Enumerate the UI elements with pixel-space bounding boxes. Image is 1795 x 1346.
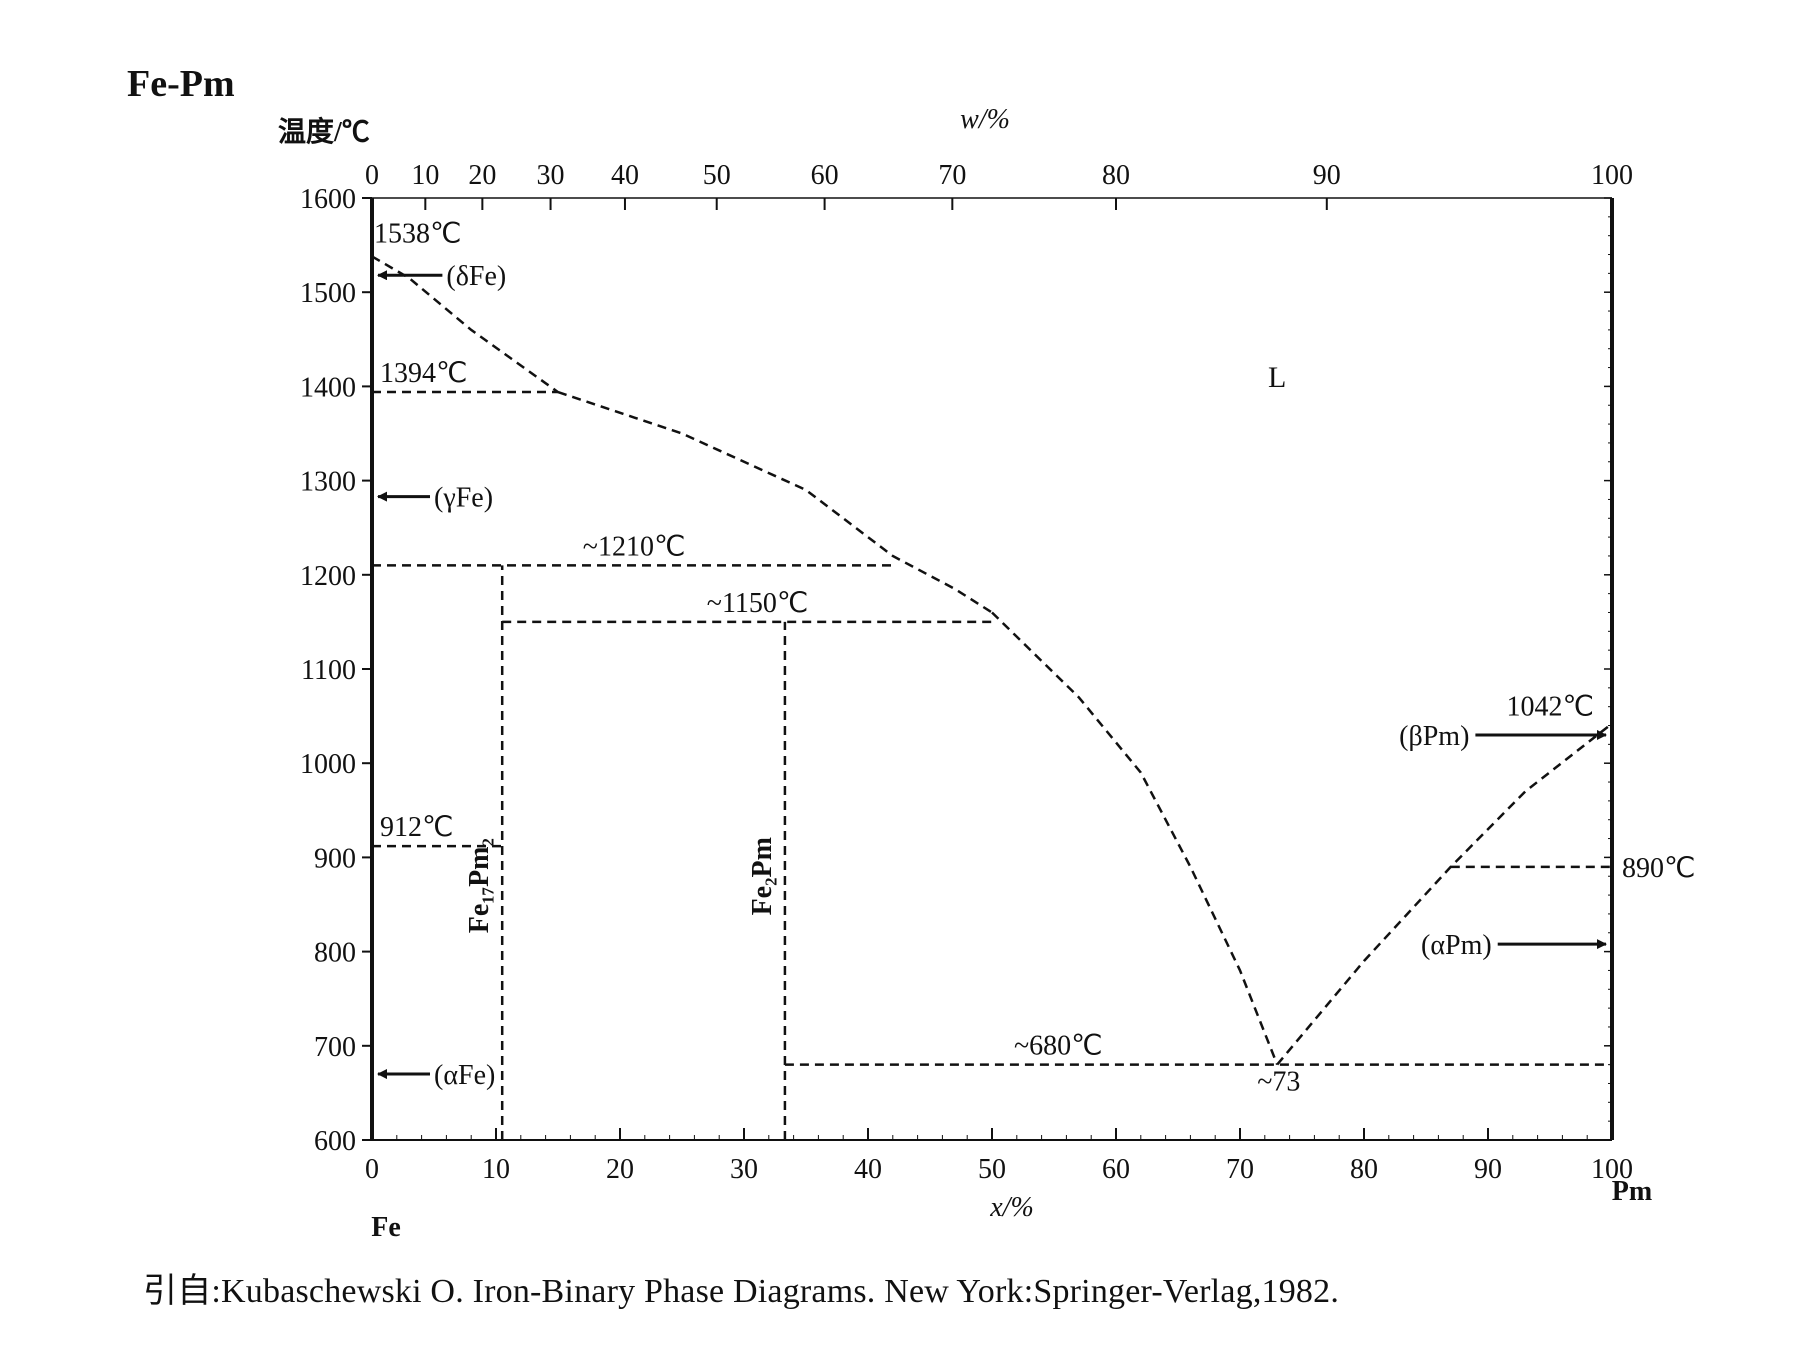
temperature-label: ~680℃: [1014, 1031, 1103, 1062]
y-tick-label: 1300: [300, 467, 356, 498]
x-tick-label: 100: [1591, 1154, 1633, 1185]
top-tick-label: 80: [1102, 160, 1130, 191]
y-tick-label: 1400: [300, 372, 356, 403]
top-tick-label: 40: [611, 160, 639, 191]
chart-title: Fe-Pm: [127, 63, 235, 105]
x-tick-label: 20: [606, 1154, 634, 1185]
x-tick-label: 30: [730, 1154, 758, 1185]
y-tick-label: 700: [314, 1032, 356, 1063]
y-axis-label: 温度/℃: [278, 117, 370, 148]
phase-label: L: [1268, 361, 1286, 394]
x-tick-label: 0: [365, 1154, 379, 1185]
y-tick-label: 1000: [300, 749, 356, 780]
top-tick-label: 60: [811, 160, 839, 191]
y-tick-label: 1600: [300, 184, 356, 215]
top-tick-label: 10: [411, 160, 439, 191]
top-tick-label: 30: [537, 160, 565, 191]
temperature-label: 1042℃: [1507, 692, 1594, 723]
phase-label: (βPm): [1399, 721, 1469, 752]
top-tick-label: 50: [703, 160, 731, 191]
y-tick-label: 600: [314, 1126, 356, 1157]
phase-label: (αFe): [434, 1060, 495, 1091]
x-tick-label: 90: [1474, 1154, 1502, 1185]
x-tick-label: 50: [978, 1154, 1006, 1185]
citation-text: 引自:Kubaschewski O. Iron-Binary Phase Dia…: [143, 1273, 1340, 1310]
x-tick-label: 60: [1102, 1154, 1130, 1185]
top-tick-label: 90: [1313, 160, 1341, 191]
temperature-label: ~1150℃: [707, 588, 809, 619]
temperature-label: 1394℃: [380, 358, 467, 389]
phase-label: (δFe): [446, 261, 506, 292]
phase-label: (αPm): [1421, 930, 1492, 961]
top-tick-label: 100: [1591, 160, 1633, 191]
temperature-label: ~73: [1257, 1067, 1300, 1098]
x-tick-label: 10: [482, 1154, 510, 1185]
liquidus-curve: [1276, 722, 1613, 1066]
phase-label: (γFe): [434, 483, 493, 514]
temperature-label: 1538℃: [374, 218, 461, 249]
x-tick-label: 80: [1350, 1154, 1378, 1185]
y-tick-label: 1100: [301, 655, 356, 686]
left-element-label: Fe: [371, 1212, 401, 1243]
y-tick-label: 1500: [300, 278, 356, 309]
temperature-label: 890℃: [1622, 853, 1695, 884]
liquidus-curve: [557, 390, 993, 614]
temperature-label: ~1210℃: [583, 531, 686, 562]
top-axis-title: w/%: [960, 104, 1010, 135]
temperature-label: 912℃: [380, 812, 453, 843]
liquidus-curve: [371, 255, 559, 394]
compound-label: Fe₁₇Pm₂: [464, 838, 495, 933]
top-tick-label: 0: [365, 160, 379, 191]
compound-label: Fe₂Pm: [747, 837, 778, 915]
y-tick-label: 800: [314, 938, 356, 969]
top-tick-label: 20: [468, 160, 496, 191]
y-tick-label: 900: [314, 843, 356, 874]
x-axis-title: x/%: [989, 1192, 1034, 1223]
x-tick-label: 40: [854, 1154, 882, 1185]
liquidus-curve: [991, 611, 1279, 1066]
y-tick-label: 1200: [300, 561, 356, 592]
top-tick-label: 70: [938, 160, 966, 191]
x-tick-label: 70: [1226, 1154, 1254, 1185]
right-element-label: Pm: [1612, 1176, 1652, 1207]
